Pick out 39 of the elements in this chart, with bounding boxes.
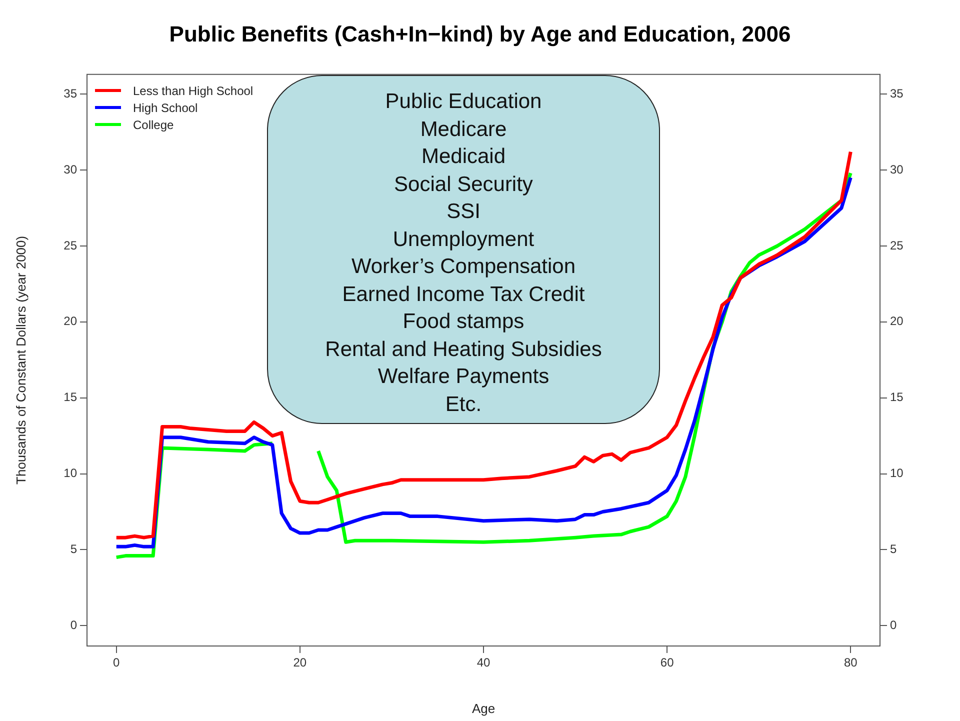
- y2-tick-label: 5: [890, 542, 897, 556]
- annotation: Welfare Payments: [376, 364, 550, 390]
- x-tick-label: 0: [113, 656, 120, 670]
- y2-tick-label: 35: [890, 86, 904, 100]
- annotation: Unemployment: [392, 226, 536, 252]
- y-tick-label: 10: [64, 466, 78, 480]
- chart-title: Public Benefits (Cash+In−kind) by Age and Education, 2006: [169, 21, 791, 46]
- annotation: Rental and Heating Subsidies: [324, 336, 603, 362]
- y2-tick-label: 25: [890, 238, 904, 252]
- annotation: Public Education: [384, 89, 543, 115]
- y2-tick-label: 10: [890, 466, 904, 480]
- y-axis-title: Thousands of Constant Dollars (year 2000): [13, 236, 28, 484]
- y2-tick-label: 15: [890, 390, 904, 404]
- annotation: Food stamps: [402, 309, 526, 335]
- y2-tick-label: 30: [890, 162, 904, 176]
- x-tick-label: 20: [293, 656, 307, 670]
- y-tick-label: 15: [64, 390, 78, 404]
- annotation: Earned Income Tax Credit: [341, 282, 586, 308]
- x-tick-label: 80: [844, 656, 858, 670]
- y-tick-label: 5: [70, 542, 78, 556]
- y2-tick-label: 20: [890, 314, 904, 328]
- legend-label: High School: [133, 100, 198, 114]
- annotation: SSI: [446, 199, 482, 225]
- x-tick-label: 40: [476, 656, 490, 670]
- annotation: Medicare: [419, 116, 508, 142]
- legend-label: Less than High School: [133, 84, 254, 98]
- y2-tick-label: 0: [890, 618, 897, 632]
- annotation: Medicaid: [420, 144, 507, 170]
- x-tick-label: 60: [660, 656, 674, 670]
- y-tick-label: 20: [64, 314, 78, 328]
- annotation: Social Security: [393, 172, 534, 198]
- y-tick-label: 25: [64, 238, 78, 252]
- y-tick-label: 30: [64, 162, 78, 176]
- annotation: Worker’s Compensation: [350, 254, 577, 280]
- y-tick-label: 35: [64, 86, 78, 100]
- x-axis-title: Age: [472, 700, 496, 716]
- legend-label: College: [133, 118, 174, 132]
- annotation: Etc.: [444, 392, 483, 418]
- y-tick-label: 0: [70, 618, 78, 632]
